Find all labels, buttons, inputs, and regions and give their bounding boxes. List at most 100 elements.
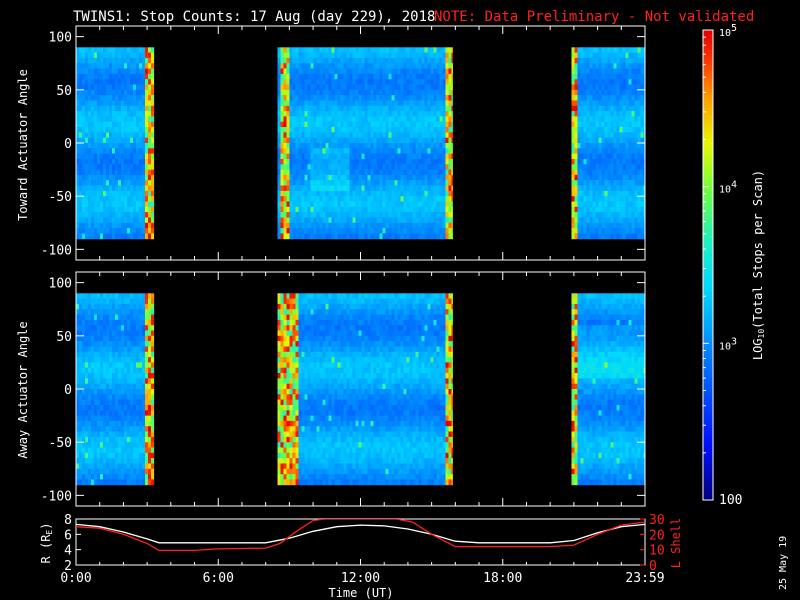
heatmap-cell [76, 57, 79, 64]
heatmap-cell [118, 228, 121, 234]
heatmap-cell [280, 159, 284, 165]
heatmap-cell [322, 190, 326, 197]
heatmap-cell [331, 95, 335, 101]
heatmap-cell [595, 169, 599, 176]
heatmap-cell [109, 431, 112, 438]
heatmap-cell [601, 222, 605, 229]
heatmap-cell [580, 233, 584, 240]
heatmap-cell [298, 63, 302, 69]
heatmap-cell [142, 458, 145, 464]
heatmap-cell [109, 143, 112, 149]
heatmap-cell [289, 89, 293, 96]
heatmap-cell [331, 57, 335, 64]
heatmap-cell [376, 84, 380, 91]
heatmap-cell [343, 164, 347, 171]
heatmap-cell [631, 52, 635, 59]
heatmap-cell [376, 180, 380, 186]
heatmap-cell [403, 143, 407, 149]
heatmap-cell [319, 116, 323, 123]
heatmap-cell [280, 196, 284, 202]
heatmap-cell [604, 111, 608, 117]
heatmap-cell [361, 100, 365, 107]
heatmap-cell [319, 127, 323, 133]
heatmap-cell [598, 100, 602, 107]
heatmap-cell [613, 52, 617, 59]
heatmap-cell [331, 73, 335, 80]
heatmap-cell [124, 79, 127, 85]
heatmap-cell [121, 52, 124, 59]
heatmap-cell [133, 127, 136, 133]
heatmap-cell [397, 169, 401, 176]
heatmap-cell [115, 201, 118, 208]
heatmap-cell [631, 137, 635, 144]
heatmap-cell [583, 169, 587, 176]
heatmap-cell [412, 222, 416, 229]
heatmap-cell [112, 479, 115, 486]
heatmap-cell [79, 137, 82, 144]
heatmap-cell [343, 153, 347, 160]
heatmap-cell [409, 185, 413, 192]
heatmap-cell [121, 410, 124, 417]
heatmap-cell [121, 357, 124, 363]
heatmap-cell [139, 132, 142, 139]
heatmap-cell [115, 436, 118, 443]
heatmap-cell [595, 233, 599, 240]
heatmap-cell [115, 335, 118, 342]
heatmap-cell [124, 111, 127, 117]
heatmap-cell [151, 73, 154, 80]
heatmap-cell [304, 95, 308, 101]
heatmap-cell [286, 137, 290, 144]
heatmap-cell [310, 143, 314, 149]
heatmap-cell [85, 201, 88, 208]
heatmap-cell [349, 47, 353, 54]
heatmap-cell [601, 63, 605, 69]
heatmap-cell [442, 116, 446, 123]
heatmap-cell [280, 212, 284, 218]
heatmap-cell [88, 63, 91, 69]
heatmap-cell [400, 68, 404, 75]
heatmap-cell [361, 127, 365, 133]
heatmap-cell [385, 137, 389, 144]
heatmap-cell [100, 206, 103, 213]
heatmap-cell [382, 121, 386, 128]
heatmap-cell [313, 190, 317, 197]
heatmap-cell [415, 127, 419, 133]
heatmap-cell [127, 73, 130, 80]
heatmap-cell [355, 47, 359, 54]
heatmap-cell [313, 73, 317, 80]
heatmap-cell [124, 228, 127, 234]
heatmap-cell [589, 95, 593, 101]
heatmap-cell [424, 185, 428, 192]
heatmap-cell [103, 233, 106, 240]
heatmap-cell [121, 383, 124, 390]
heatmap-cell [448, 132, 452, 139]
heatmap-cell [352, 190, 356, 197]
heatmap-cell [358, 164, 362, 171]
heatmap-cell [373, 121, 377, 128]
heatmap-cell [118, 47, 121, 54]
heatmap-cell [97, 293, 100, 300]
heatmap-cell [148, 153, 151, 160]
heatmap-cell [640, 233, 644, 240]
heatmap-cell [643, 180, 645, 186]
heatmap-cell [109, 389, 112, 395]
heatmap-cell [283, 68, 287, 75]
heatmap-cell [103, 148, 106, 155]
heatmap-cell [589, 190, 593, 197]
heatmap-cell [109, 463, 112, 470]
heatmap-cell [298, 68, 302, 75]
heatmap-cell [310, 84, 314, 91]
heatmap-cell [82, 180, 85, 186]
heatmap-cell [115, 410, 118, 417]
heatmap-cell [103, 132, 106, 139]
heatmap-cell [127, 63, 130, 69]
heatmap-cell [439, 137, 443, 144]
heatmap-cell [115, 185, 118, 192]
heatmap-cell [637, 121, 641, 128]
heatmap-cell [139, 405, 142, 411]
heatmap-cell [388, 206, 392, 213]
heatmap-cell [100, 463, 103, 470]
heatmap-cell [91, 206, 94, 213]
heatmap-cell [118, 298, 121, 305]
heatmap-cell [103, 346, 106, 353]
